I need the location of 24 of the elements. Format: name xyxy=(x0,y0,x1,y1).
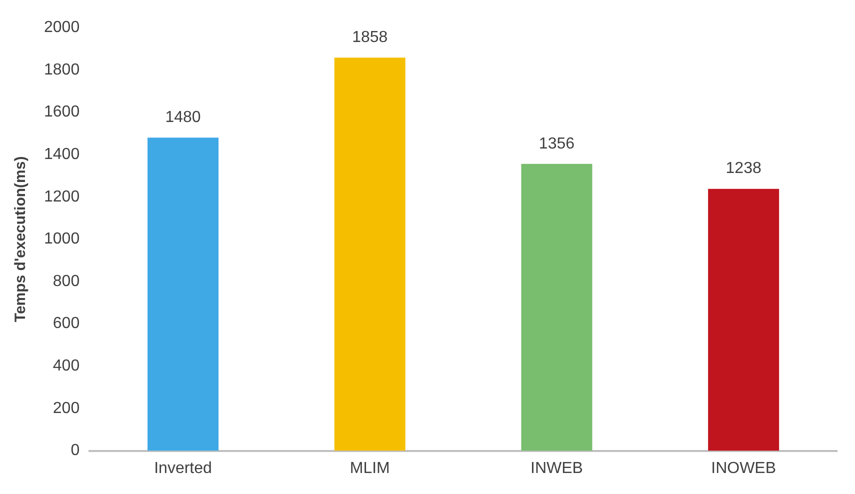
y-tick-label: 1400 xyxy=(44,146,80,163)
x-tick-label: INOWEB xyxy=(711,460,776,477)
y-tick-label: 0 xyxy=(70,442,80,460)
y-tick-label: 800 xyxy=(52,272,80,290)
y-tick-label: 2000 xyxy=(44,19,80,36)
x-tick-label: MLIM xyxy=(350,460,390,477)
data-label: 1480 xyxy=(165,109,201,126)
x-tick-label: INWEB xyxy=(530,460,583,477)
y-tick-label: 1000 xyxy=(44,230,80,248)
data-label: 1238 xyxy=(726,160,762,178)
data-label: 1858 xyxy=(352,29,388,46)
bar xyxy=(708,188,780,451)
x-tick-label: Inverted xyxy=(154,460,212,477)
y-tick-label: 200 xyxy=(52,400,80,417)
bar xyxy=(148,138,219,451)
y-axis-title: Temps d'execution(ms) xyxy=(12,156,30,322)
y-tick-label: 600 xyxy=(52,315,80,332)
y-tick-label: 1200 xyxy=(44,188,80,206)
data-label: 1356 xyxy=(538,135,575,152)
bar xyxy=(334,58,406,451)
y-tick-label: 1600 xyxy=(44,104,80,121)
y-tick-label: 1800 xyxy=(44,61,80,78)
y-tick-label: 400 xyxy=(52,358,80,375)
bar xyxy=(521,164,592,451)
